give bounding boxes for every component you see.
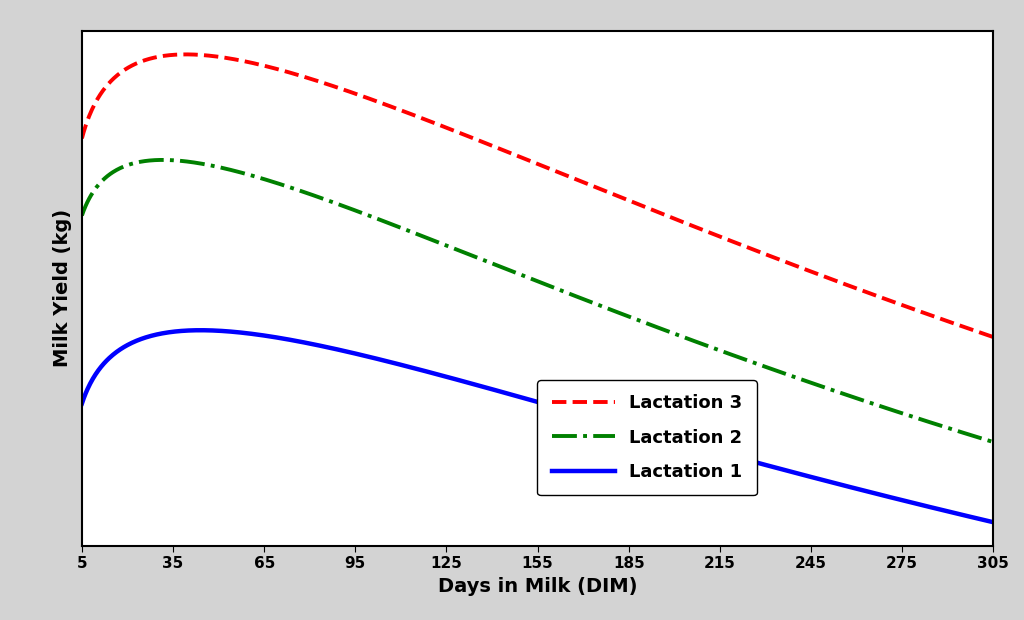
Lactation 3 [478, 139, 490, 146]
Lactation 2 [170, 157, 182, 164]
Lactation 2 [804, 379, 816, 386]
Line: Lactation 1: Lactation 1 [82, 330, 993, 522]
Lactation 1 [76, 400, 88, 407]
Lactation 3 [804, 267, 816, 275]
Lactation 1 [169, 328, 181, 335]
Line: Lactation 3: Lactation 3 [82, 55, 993, 337]
Lactation 1 [702, 446, 715, 453]
Lactation 2 [157, 156, 169, 164]
Lactation 3 [180, 51, 193, 58]
Lactation 2 [445, 244, 458, 251]
Lactation 1 [787, 469, 800, 476]
Y-axis label: Milk Yield (kg): Milk Yield (kg) [52, 209, 72, 368]
X-axis label: Days in Milk (DIM): Days in Milk (DIM) [438, 577, 637, 596]
Lactation 2 [76, 212, 88, 219]
Lactation 1 [478, 383, 490, 391]
Lactation 1 [987, 518, 999, 526]
Lactation 3 [787, 261, 800, 268]
Lactation 1 [445, 374, 458, 382]
Lactation 3 [702, 229, 715, 236]
Legend: Lactation 3, Lactation 2, Lactation 1: Lactation 3, Lactation 2, Lactation 1 [538, 380, 757, 495]
Lactation 2 [987, 438, 999, 446]
Lactation 3 [169, 51, 181, 58]
Lactation 3 [76, 135, 88, 142]
Lactation 3 [987, 334, 999, 341]
Lactation 1 [804, 473, 816, 480]
Lactation 1 [195, 327, 207, 334]
Lactation 2 [478, 257, 490, 264]
Lactation 2 [787, 373, 800, 381]
Lactation 2 [702, 343, 715, 350]
Line: Lactation 2: Lactation 2 [82, 160, 993, 442]
Lactation 3 [445, 126, 458, 133]
